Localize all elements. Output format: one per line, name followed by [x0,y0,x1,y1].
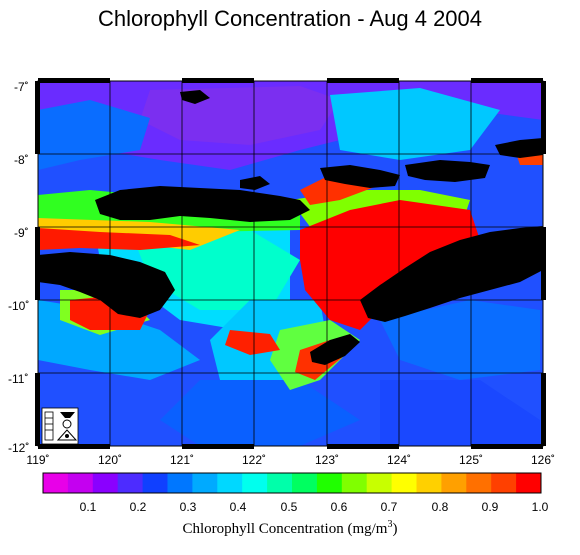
lon-label: 119˚ [26,453,49,467]
colorbar-swatch [67,473,94,493]
colorbar-tick: 0.8 [432,500,449,514]
colorbar-tick: 1.0 [532,500,549,514]
colorbar-swatch [117,473,144,493]
lon-label: 125˚ [459,453,483,467]
colorbar-label-sup: 3 [387,519,393,530]
map-border [35,78,546,449]
page-title: Chlorophyll Concentration - Aug 4 2004 [97,6,483,31]
lat-label: -12˚ [8,441,29,455]
colorbar-tick: 0.2 [130,500,147,514]
lat-label: -11˚ [8,372,28,386]
colorbar-swatch [391,473,417,493]
colorbar-swatch [366,473,393,493]
colorbar-label-text: Chlorophyll Concentration (mg/m [182,521,388,537]
colorbar-swatch [292,473,318,493]
colorbar-swatch [267,473,293,493]
lat-label: -7˚ [14,80,29,94]
colorbar-swatch [92,473,119,493]
nasa-seawifs-logo [41,407,79,445]
lon-label: 126˚ [531,453,555,467]
colorbar-swatch [192,473,218,493]
colorbar-swatch [491,473,517,493]
colorbar-tick: 0.4 [230,500,247,514]
land-masses [38,90,543,365]
colorbar-swatch [516,473,542,493]
lon-label: 120˚ [98,453,122,467]
colorbar-tick: 0.1 [80,500,97,514]
lat-label: -10˚ [8,299,29,313]
chlorophyll-field [38,81,543,446]
lon-label: 121˚ [170,453,194,467]
colorbar-swatch [341,473,368,493]
colorbar-frame [42,472,542,494]
colorbar-swatch [416,473,442,493]
lon-label: 122˚ [242,453,266,467]
colorbar-swatch [167,473,193,493]
colorbar [43,473,542,493]
lat-label: -9˚ [14,226,29,240]
colorbar-swatch [466,473,492,493]
colorbar-tick: 0.5 [281,500,298,514]
colorbar-swatch [43,473,69,493]
colorbar-tick: 0.6 [331,500,348,514]
lon-label: 123˚ [315,453,339,467]
map-gridlines [38,81,543,446]
colorbar-tick: 0.9 [482,500,499,514]
colorbar-swatch [242,473,268,493]
colorbar-tick: 0.7 [381,500,398,514]
colorbar-swatch [142,473,168,493]
colorbar-swatch [217,473,243,493]
colorbar-swatch [441,473,467,493]
colorbar-swatch [316,473,343,493]
colorbar-label: Chlorophyll Concentration (mg/m3) [0,519,580,538]
colorbar-label-end: ) [392,521,398,537]
lat-label: -8˚ [14,153,29,167]
lon-label: 124˚ [387,453,411,467]
colorbar-tick: 0.3 [180,500,197,514]
